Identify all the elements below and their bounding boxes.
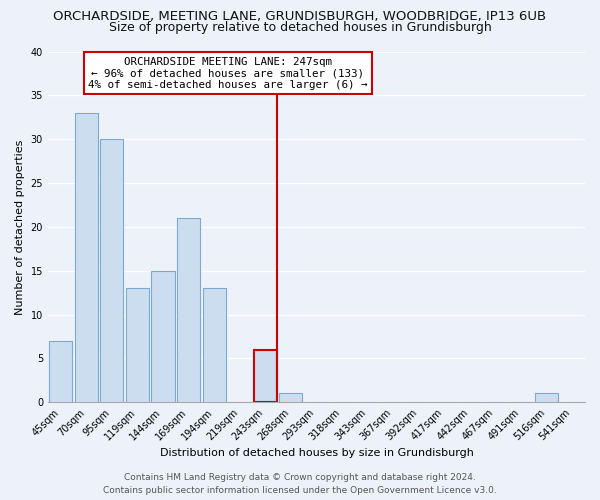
Bar [203, 288, 226, 403]
Text: ORCHARDSIDE, MEETING LANE, GRUNDISBURGH, WOODBRIDGE, IP13 6UB: ORCHARDSIDE, MEETING LANE, GRUNDISBURGH,… [53, 10, 547, 23]
Bar [280, 394, 302, 402]
Text: Size of property relative to detached houses in Grundisburgh: Size of property relative to detached ho… [109, 21, 491, 34]
Bar [49, 341, 72, 402]
Text: ORCHARDSIDE MEETING LANE: 247sqm
← 96% of detached houses are smaller (133)
4% o: ORCHARDSIDE MEETING LANE: 247sqm ← 96% o… [88, 57, 368, 90]
Bar [254, 350, 277, 403]
X-axis label: Distribution of detached houses by size in Grundisburgh: Distribution of detached houses by size … [160, 448, 473, 458]
Text: Contains HM Land Registry data © Crown copyright and database right 2024.
Contai: Contains HM Land Registry data © Crown c… [103, 474, 497, 495]
Bar [177, 218, 200, 402]
Bar [100, 139, 124, 402]
Y-axis label: Number of detached properties: Number of detached properties [15, 139, 25, 314]
Bar [126, 288, 149, 403]
Bar [151, 270, 175, 402]
Bar [75, 113, 98, 403]
Bar [535, 394, 558, 402]
